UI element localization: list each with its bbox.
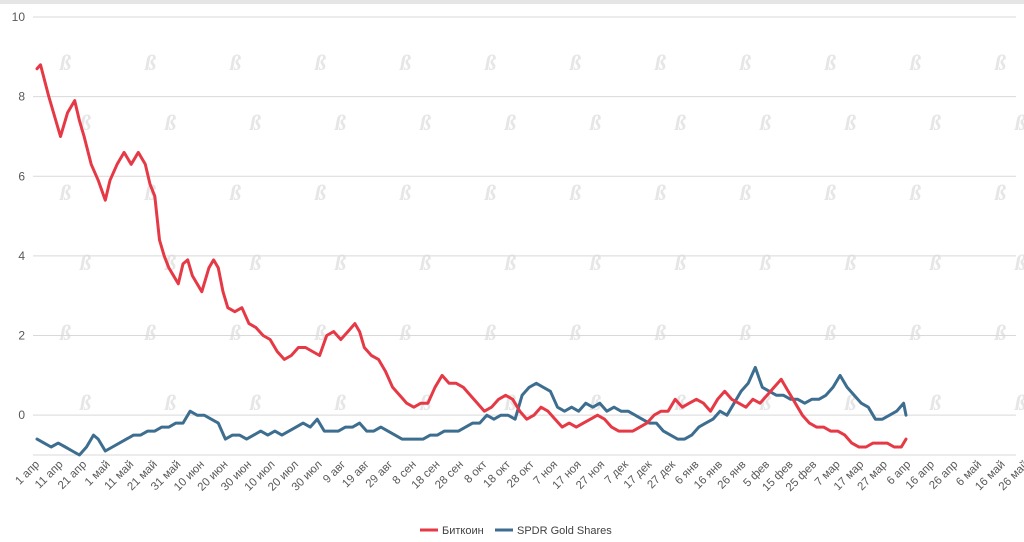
watermark-logo: ß bbox=[994, 180, 1006, 205]
y-tick-label: 0 bbox=[18, 408, 25, 422]
watermark-logo: ß bbox=[589, 390, 601, 415]
top-border bbox=[0, 0, 1024, 4]
watermark-logo: ß bbox=[909, 180, 921, 205]
watermark-layer: ß ß ß ß ß ß ß ß ß ß ß ß ß ß ß ß ß ß ß ß ß ß ß ß ß ß ß ß ß ß ß ß ß ß ß ß ß ß ß ß… bbox=[59, 50, 1024, 415]
watermark-logo: ß bbox=[229, 180, 241, 205]
y-axis-tick-labels: 0 2 4 6 8 10 bbox=[12, 10, 26, 422]
y-tick-label: 2 bbox=[18, 329, 25, 343]
watermark-logo: ß bbox=[1014, 390, 1024, 415]
y-tick-label: 8 bbox=[18, 90, 25, 104]
gridlines bbox=[33, 16, 1016, 456]
watermark-logo: ß bbox=[419, 110, 431, 135]
legend-label: Биткоин bbox=[442, 525, 484, 537]
x-tick-label: 28 окт bbox=[505, 458, 537, 490]
watermark-logo: ß bbox=[994, 320, 1006, 345]
watermark-logo: ß bbox=[314, 180, 326, 205]
x-tick-label: 29 авг bbox=[364, 459, 396, 491]
watermark-logo: ß bbox=[229, 50, 241, 75]
series-line-bitcoin bbox=[35, 63, 908, 449]
watermark-logo: ß bbox=[504, 250, 516, 275]
watermark-logo: ß bbox=[844, 390, 856, 415]
legend: Биткоин SPDR Gold Shares bbox=[420, 525, 612, 537]
watermark-logo: ß bbox=[674, 250, 686, 275]
watermark-logo: ß bbox=[249, 390, 261, 415]
legend-label: SPDR Gold Shares bbox=[517, 525, 612, 537]
watermark-logo: ß bbox=[334, 250, 346, 275]
watermark-logo: ß bbox=[314, 320, 326, 345]
watermark-logo: ß bbox=[419, 250, 431, 275]
watermark-logo: ß bbox=[249, 110, 261, 135]
watermark-logo: ß bbox=[909, 320, 921, 345]
watermark-logo: ß bbox=[484, 50, 496, 75]
watermark-logo: ß bbox=[59, 320, 71, 345]
series-lines bbox=[35, 63, 908, 457]
watermark-logo: ß bbox=[79, 250, 91, 275]
x-tick-label: 27 дек bbox=[645, 458, 678, 491]
watermark-logo: ß bbox=[929, 250, 941, 275]
watermark-logo: ß bbox=[399, 320, 411, 345]
watermark-logo: ß bbox=[229, 320, 241, 345]
watermark-logo: ß bbox=[164, 390, 176, 415]
watermark-logo: ß bbox=[164, 110, 176, 135]
watermark-logo: ß bbox=[334, 390, 346, 415]
watermark-logo: ß bbox=[1014, 250, 1024, 275]
watermark-logo: ß bbox=[314, 50, 326, 75]
watermark-logo: ß bbox=[739, 50, 751, 75]
watermark-logo: ß bbox=[654, 50, 666, 75]
watermark-logo: ß bbox=[824, 320, 836, 345]
watermark-logo: ß bbox=[654, 320, 666, 345]
watermark-logo: ß bbox=[994, 50, 1006, 75]
watermark-logo: ß bbox=[144, 180, 156, 205]
watermark-logo: ß bbox=[484, 180, 496, 205]
watermark-logo: ß bbox=[654, 180, 666, 205]
watermark-logo: ß bbox=[739, 180, 751, 205]
watermark-logo: ß bbox=[589, 110, 601, 135]
watermark-logo: ß bbox=[909, 50, 921, 75]
watermark-logo: ß bbox=[844, 250, 856, 275]
watermark-logo: ß bbox=[759, 250, 771, 275]
watermark-logo: ß bbox=[589, 250, 601, 275]
watermark-logo: ß bbox=[569, 50, 581, 75]
y-tick-label: 6 bbox=[18, 169, 25, 183]
watermark-logo: ß bbox=[504, 110, 516, 135]
watermark-logo: ß bbox=[144, 50, 156, 75]
watermark-logo: ß bbox=[929, 110, 941, 135]
watermark-logo: ß bbox=[739, 320, 751, 345]
watermark-logo: ß bbox=[929, 390, 941, 415]
watermark-logo: ß bbox=[1014, 110, 1024, 135]
watermark-logo: ß bbox=[59, 50, 71, 75]
watermark-logo: ß bbox=[484, 320, 496, 345]
watermark-logo: ß bbox=[569, 180, 581, 205]
y-tick-label: 4 bbox=[18, 249, 25, 263]
watermark-logo: ß bbox=[569, 320, 581, 345]
watermark-logo: ß bbox=[79, 390, 91, 415]
watermark-logo: ß bbox=[824, 50, 836, 75]
watermark-logo: ß bbox=[144, 320, 156, 345]
watermark-logo: ß bbox=[249, 250, 261, 275]
watermark-logo: ß bbox=[399, 50, 411, 75]
y-tick-label: 10 bbox=[12, 10, 26, 24]
watermark-logo: ß bbox=[759, 110, 771, 135]
series-line-spdr-gold bbox=[35, 365, 908, 457]
watermark-logo: ß bbox=[334, 110, 346, 135]
watermark-logo: ß bbox=[824, 180, 836, 205]
watermark-logo: ß bbox=[674, 110, 686, 135]
watermark-logo: ß bbox=[399, 180, 411, 205]
watermark-logo: ß bbox=[844, 110, 856, 135]
watermark-logo: ß bbox=[59, 180, 71, 205]
